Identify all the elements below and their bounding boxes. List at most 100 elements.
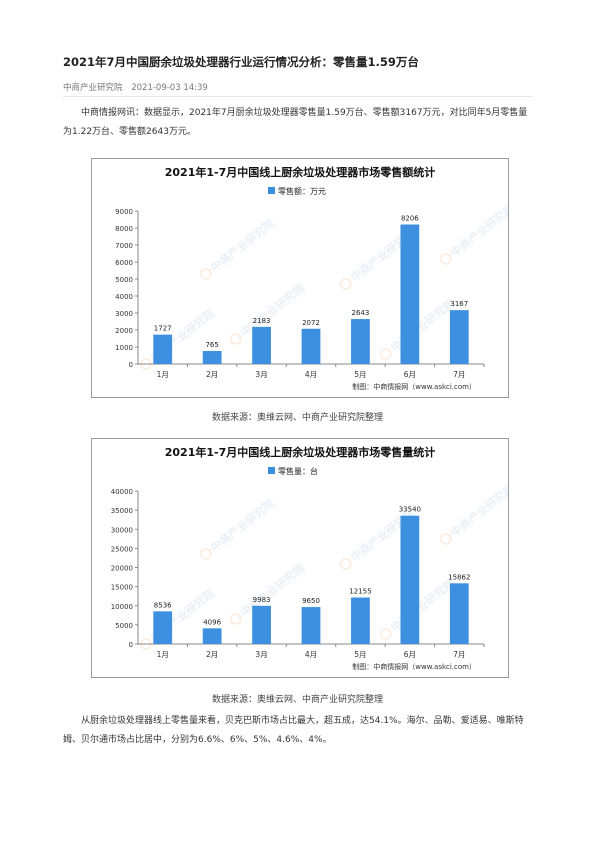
watermark-text: 中商产业研究院 — [388, 296, 457, 354]
bar — [351, 597, 370, 644]
article-datetime: 2021-09-03 14:39 — [131, 83, 208, 93]
bar — [400, 515, 420, 644]
watermark: 中商产业研究院 — [199, 496, 277, 560]
watermark-text: 中商产业研究院 — [448, 201, 508, 259]
y-tick-label: 25000 — [111, 545, 133, 553]
bar — [153, 611, 173, 644]
bar — [202, 628, 222, 644]
x-tick-label: 1月 — [157, 650, 169, 659]
chart-credit: 制图：中商情报网（www.askci.com） — [352, 382, 476, 391]
bar-value-label: 2072 — [302, 319, 320, 327]
watermark-logo-icon — [339, 557, 352, 570]
bar — [301, 328, 321, 364]
bar-value-label: 15862 — [448, 573, 470, 581]
bar-value-label: 9650 — [302, 597, 320, 605]
bar — [400, 224, 420, 364]
article-title: 2021年7月中国厨余垃圾处理器行业运行情况分析：零售量1.59万台 — [63, 55, 419, 69]
watermark-text: 中商产业研究院 — [238, 561, 307, 619]
bar-value-label: 2643 — [352, 309, 370, 317]
bar-value-label: 33540 — [399, 506, 421, 514]
watermark-logo-icon — [229, 332, 242, 345]
x-tick-label: 2月 — [206, 650, 218, 659]
y-tick-label: 0 — [129, 641, 133, 649]
x-tick-label: 5月 — [354, 370, 366, 379]
watermark-text: 中商产业研究院 — [388, 576, 457, 634]
bar — [351, 319, 370, 364]
chart2-caption: 数据来源：奥维云网、中商产业研究院整理 — [211, 695, 383, 705]
y-tick-label: 40000 — [111, 488, 133, 496]
watermark: 中商产业研究院 — [439, 481, 508, 545]
watermark-text: 中商产业研究院 — [208, 496, 277, 554]
y-tick-label: 8000 — [115, 225, 133, 233]
chart1-caption: 数据来源：奥维云网、中商产业研究院整理 — [211, 413, 383, 423]
chart-credit: 制图：中商情报网（www.askci.com） — [352, 662, 476, 671]
bar — [449, 310, 469, 364]
bar-value-label: 3167 — [450, 300, 468, 308]
article-meta: 中商产业研究院 2021-09-03 14:39 — [63, 81, 214, 93]
x-tick-label: 5月 — [354, 650, 366, 659]
bar — [252, 605, 271, 644]
x-tick-label: 7月 — [453, 370, 465, 379]
article-source[interactable]: 中商产业研究院 — [63, 83, 123, 93]
watermark-logo-icon — [229, 612, 242, 625]
y-tick-label: 3000 — [115, 310, 133, 318]
x-tick-label: 4月 — [305, 650, 317, 659]
watermark-logo-icon — [139, 637, 152, 650]
x-tick-label: 3月 — [255, 370, 267, 379]
market-share-paragraph: 从厨余垃圾处理器线上零售量来看，贝克巴斯市场占比最大，超五成，达54.1%。海尔… — [63, 716, 524, 745]
watermark-logo-icon — [379, 627, 392, 640]
watermark-logo-icon — [199, 547, 212, 560]
bar — [449, 583, 469, 644]
legend-swatch — [268, 467, 275, 474]
y-tick-label: 15000 — [111, 584, 133, 592]
y-tick-label: 20000 — [111, 565, 133, 573]
bar — [301, 607, 321, 644]
bar-value-label: 9983 — [253, 596, 271, 604]
y-tick-label: 1000 — [115, 344, 133, 352]
watermark: 中商产业研究院 — [199, 216, 277, 280]
chart-title: 2021年1-7月中国线上厨余垃圾处理器市场零售量统计 — [165, 445, 436, 459]
x-tick-label: 6月 — [404, 650, 416, 659]
watermark-text: 中商产业研究院 — [208, 216, 277, 274]
bar — [252, 326, 271, 364]
y-tick-label: 7000 — [115, 242, 133, 250]
y-tick-label: 2000 — [115, 327, 133, 335]
legend-label: 零售额：万元 — [278, 186, 326, 196]
x-tick-label: 1月 — [157, 370, 169, 379]
sales-value-chart: 中商产业研究院 中商产业研究院 中商产业研究院 中商产业研究院 中商产业研究院 中商产业研… — [91, 158, 509, 398]
bar-value-label: 2183 — [253, 317, 271, 325]
title-divider — [63, 96, 533, 97]
y-tick-label: 30000 — [111, 526, 133, 534]
bar — [153, 334, 173, 364]
y-tick-label: 35000 — [111, 507, 133, 515]
y-tick-label: 4000 — [115, 293, 133, 301]
y-tick-label: 5000 — [115, 276, 133, 284]
chart-title: 2021年1-7月中国线上厨余垃圾处理器市场零售额统计 — [165, 165, 436, 179]
bar-value-label: 1727 — [154, 325, 172, 333]
intro-paragraph: 中商情报网讯：数据显示，2021年7月厨余垃圾处理器零售量1.59万台、零售额3… — [63, 108, 528, 137]
watermark-logo-icon — [379, 347, 392, 360]
bar-value-label: 4096 — [203, 618, 221, 626]
y-tick-label: 9000 — [115, 208, 133, 216]
watermark-text: 中商产业研究院 — [448, 481, 508, 539]
sales-volume-chart: 中商产业研究院 中商产业研究院 中商产业研究院 中商产业研究院 中商产业研究院 中商产业研… — [91, 438, 509, 678]
x-tick-label: 3月 — [255, 650, 267, 659]
y-tick-label: 5000 — [115, 622, 133, 630]
watermark-text: 中商产业研究院 — [238, 281, 307, 339]
watermark-logo-icon — [139, 357, 152, 370]
x-tick-label: 2月 — [206, 370, 218, 379]
bar-value-label: 12155 — [349, 588, 371, 596]
x-tick-label: 6月 — [404, 370, 416, 379]
bar-value-label: 765 — [205, 341, 218, 349]
y-tick-label: 10000 — [111, 603, 133, 611]
watermark-logo-icon — [439, 252, 452, 265]
watermark-logo-icon — [199, 267, 212, 280]
y-tick-label: 6000 — [115, 259, 133, 267]
watermark-logo-icon — [339, 277, 352, 290]
watermark-logo-icon — [439, 532, 452, 545]
legend-swatch — [268, 187, 275, 194]
bar — [202, 350, 222, 364]
x-tick-label: 4月 — [305, 370, 317, 379]
